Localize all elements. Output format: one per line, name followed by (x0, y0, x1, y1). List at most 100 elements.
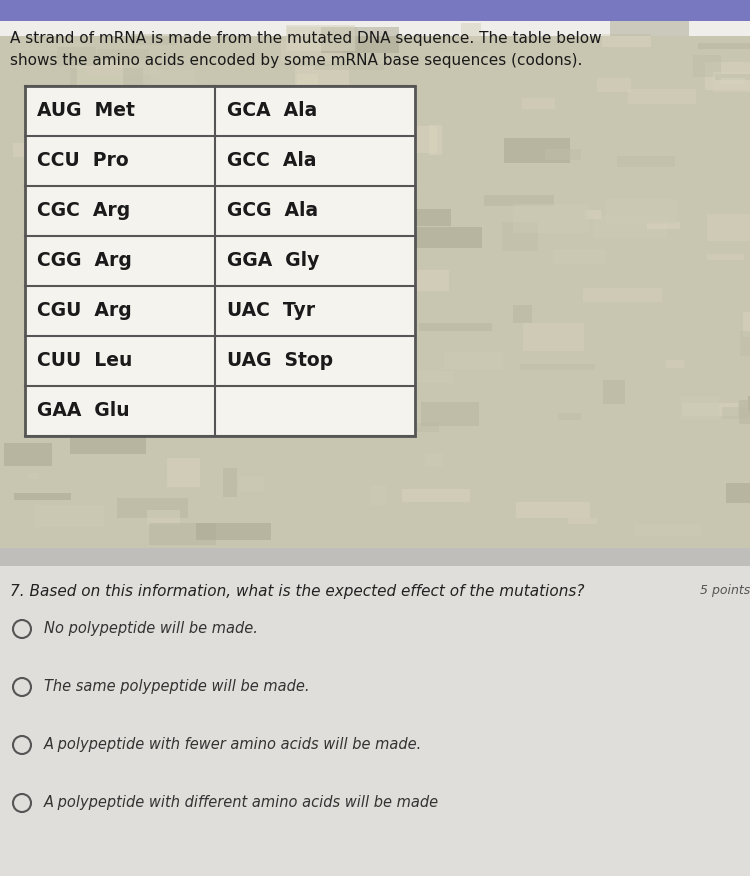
Bar (190, 317, 240, 341)
Bar (328, 195, 362, 204)
Bar (716, 74, 750, 80)
Bar (505, 138, 570, 163)
Text: 7. Based on this information, what is the expected effect of the mutations?: 7. Based on this information, what is th… (10, 584, 584, 599)
Bar (584, 287, 662, 302)
Bar (70, 67, 142, 88)
Text: No polypeptide will be made.: No polypeptide will be made. (44, 621, 258, 637)
Bar (740, 331, 750, 357)
Bar (295, 67, 349, 91)
Text: UAG  Stop: UAG Stop (227, 351, 333, 371)
Bar (558, 413, 581, 420)
Bar (289, 103, 321, 112)
Text: GGA  Gly: GGA Gly (227, 251, 320, 271)
Bar (424, 453, 443, 467)
Bar (313, 88, 345, 95)
Text: AUG  Met: AUG Met (37, 102, 135, 121)
Bar (298, 261, 367, 283)
Bar (162, 223, 178, 230)
Bar (131, 33, 178, 46)
Bar (259, 205, 316, 223)
Bar (502, 223, 538, 251)
Bar (513, 204, 589, 233)
Bar (4, 443, 52, 466)
Bar (390, 126, 436, 152)
Bar (152, 70, 194, 89)
Text: GCA  Ala: GCA Ala (227, 102, 317, 121)
Bar (592, 216, 668, 237)
Bar (520, 364, 596, 370)
Bar (117, 498, 188, 519)
Bar (85, 63, 157, 74)
Bar (70, 434, 146, 455)
Bar (16, 41, 84, 52)
Bar (223, 313, 251, 333)
Bar (0, 36, 750, 548)
Text: GCC  Ala: GCC Ala (227, 152, 316, 171)
Bar (370, 275, 410, 280)
Text: CGC  Arg: CGC Arg (37, 201, 130, 221)
Bar (681, 397, 719, 420)
Bar (602, 380, 625, 404)
Bar (606, 199, 677, 223)
Bar (740, 400, 750, 424)
Text: A polypeptide with fewer amino acids will be made.: A polypeptide with fewer amino acids wil… (44, 738, 422, 752)
Bar (265, 373, 286, 392)
Bar (721, 78, 745, 84)
Bar (287, 27, 356, 51)
Bar (585, 210, 601, 219)
Bar (68, 201, 105, 231)
Bar (97, 49, 149, 60)
Text: GCG  Ala: GCG Ala (227, 201, 318, 221)
Bar (704, 62, 750, 90)
Bar (270, 409, 312, 415)
Text: UAC  Tyr: UAC Tyr (227, 301, 315, 321)
Bar (281, 41, 342, 61)
Bar (25, 86, 415, 436)
Bar (568, 519, 596, 524)
Bar (141, 291, 176, 311)
Bar (743, 313, 750, 336)
Bar (513, 305, 532, 322)
Bar (209, 163, 278, 189)
Bar (168, 170, 195, 183)
Text: A strand of mRNA is made from the mutated DNA sequence. The table below: A strand of mRNA is made from the mutate… (10, 31, 602, 46)
Bar (634, 524, 700, 536)
Bar (308, 181, 328, 190)
Bar (196, 523, 271, 540)
Bar (484, 194, 554, 206)
Bar (156, 231, 168, 258)
Bar (597, 78, 631, 92)
Bar (34, 505, 104, 527)
Bar (383, 270, 449, 291)
Bar (13, 144, 80, 157)
Bar (419, 323, 492, 331)
Bar (0, 0, 750, 21)
Bar (370, 485, 386, 505)
Bar (244, 147, 298, 174)
Bar (286, 25, 355, 52)
Text: CCU  Pro: CCU Pro (37, 152, 129, 171)
Bar (628, 88, 697, 104)
Bar (166, 458, 200, 487)
Bar (296, 109, 371, 116)
Bar (726, 483, 750, 503)
Bar (0, 548, 750, 566)
Bar (440, 52, 490, 67)
Bar (77, 60, 123, 86)
Bar (516, 502, 590, 519)
Bar (28, 472, 38, 479)
Bar (215, 239, 227, 245)
Text: The same polypeptide will be made.: The same polypeptide will be made. (44, 680, 310, 695)
Bar (544, 149, 581, 160)
Bar (405, 228, 482, 248)
Bar (712, 72, 750, 92)
Bar (149, 522, 216, 545)
Bar (274, 154, 335, 167)
Bar (617, 156, 675, 167)
Bar (68, 356, 145, 385)
Text: CUU  Leu: CUU Leu (37, 351, 132, 371)
Bar (281, 391, 352, 402)
Text: GAA  Glu: GAA Glu (37, 401, 130, 420)
Bar (707, 215, 750, 242)
Bar (232, 123, 290, 131)
